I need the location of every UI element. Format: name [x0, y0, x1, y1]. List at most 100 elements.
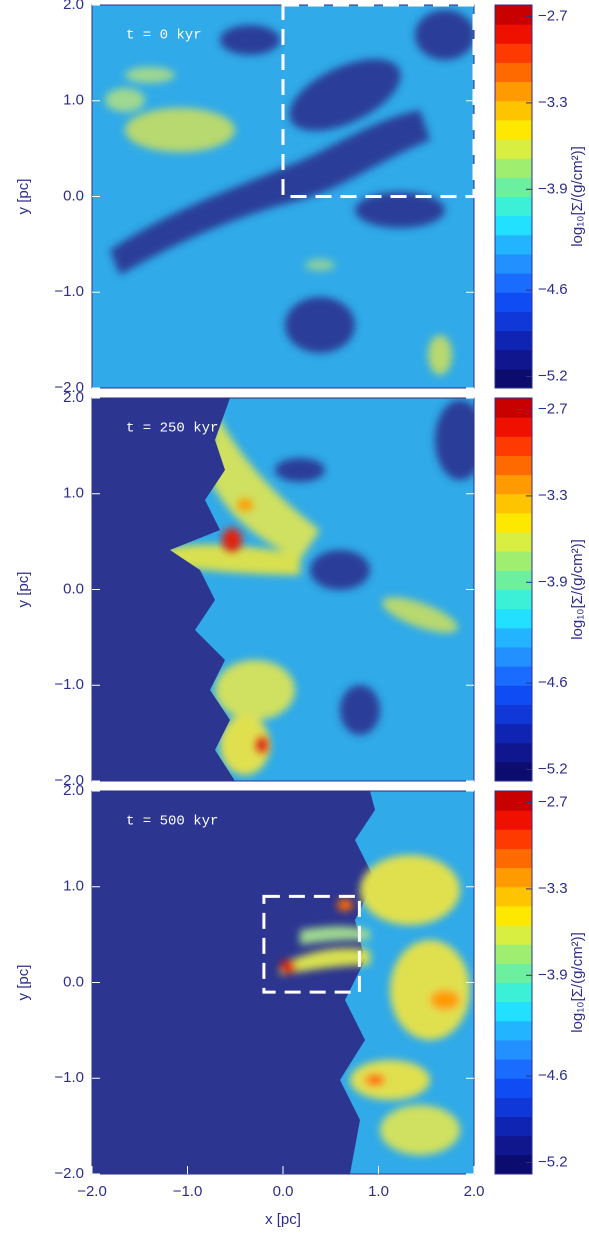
colorbar-band	[495, 253, 532, 274]
time-annotation: t = 0 kyr	[126, 28, 202, 44]
colorbar-tick-label: −4.6	[538, 674, 568, 691]
y-tick-label: 2.0	[63, 389, 84, 406]
colorbar-band	[495, 62, 532, 83]
colorbar-band	[495, 119, 532, 140]
colorbar-band	[495, 1078, 532, 1098]
colorbar-band	[495, 292, 532, 312]
colorbar-band	[495, 1154, 532, 1175]
colorbar-band	[495, 215, 532, 236]
colorbar-band	[495, 666, 532, 686]
colorbar-band	[495, 5, 532, 25]
y-tick-label: 0.0	[63, 580, 84, 597]
colorbar-band	[495, 24, 532, 44]
colorbar-band	[495, 158, 532, 178]
colorbar-band	[495, 398, 532, 418]
colorbar-band	[495, 455, 532, 476]
colorbar-band	[495, 512, 532, 533]
colorbar-band	[495, 177, 532, 197]
colorbar-band	[495, 139, 532, 159]
time-annotation: t = 500 kyr	[126, 814, 218, 830]
y-tick-label: 2.0	[63, 782, 84, 799]
y-tick-label: −1.0	[54, 676, 84, 693]
colorbar-frame	[494, 790, 533, 1175]
colorbar-band	[495, 1135, 532, 1156]
density-map	[92, 791, 474, 1174]
colorbar-band	[495, 1059, 532, 1079]
colorbar-tick-label: −3.9	[538, 966, 568, 983]
colorbar-band	[495, 1116, 532, 1137]
colorbar-band	[495, 848, 532, 869]
colorbar-tick-label: −4.6	[538, 1067, 568, 1084]
y-tick-label: 1.0	[63, 485, 84, 502]
y-axis-label: y [pc]	[15, 965, 32, 1001]
colorbar-band	[495, 944, 532, 964]
y-axis-label: y [pc]	[15, 572, 32, 608]
y-tick-label: −1.0	[54, 283, 84, 300]
x-tick-label: 2.0	[464, 1183, 485, 1200]
colorbar-band	[495, 1097, 532, 1118]
colorbar-band	[495, 570, 532, 590]
colorbar-tick-label: −2.7	[538, 7, 568, 24]
x-tick-label: −1.0	[173, 1183, 203, 1200]
colorbar-tick-label: −3.9	[538, 180, 568, 197]
y-tick-label: 1.0	[63, 92, 84, 109]
colorbar-band	[495, 43, 532, 63]
colorbar-band	[495, 81, 532, 102]
colorbar-band	[495, 417, 532, 437]
y-tick-label: −2.0	[54, 379, 84, 396]
colorbar-band	[495, 1039, 532, 1060]
y-tick-label: −1.0	[54, 1069, 84, 1086]
colorbar-frame	[494, 4, 533, 389]
colorbar-tick-label: −5.2	[538, 367, 568, 384]
colorbar-band	[495, 608, 532, 629]
colorbar-label: log₁₀[Σ/(g/cm²)]	[569, 539, 586, 640]
colorbar-band	[495, 829, 532, 849]
colorbar-tick-label: −3.3	[538, 880, 568, 897]
colorbar-band	[495, 723, 532, 744]
colorbar-band	[495, 1020, 532, 1041]
x-tick-label: 0.0	[273, 1183, 294, 1200]
y-tick-label: −2.0	[54, 772, 84, 789]
colorbar-band	[495, 273, 532, 293]
y-tick-label: 1.0	[63, 878, 84, 895]
colorbar-band	[495, 436, 532, 456]
colorbar-tick-label: −5.2	[538, 1153, 568, 1170]
colorbar-tick-label: −4.6	[538, 281, 568, 298]
colorbar-band	[495, 551, 532, 571]
colorbar-band	[495, 100, 532, 121]
colorbar-tick-label: −5.2	[538, 760, 568, 777]
colorbar-band	[495, 311, 532, 332]
colorbar-band	[495, 234, 532, 255]
colorbar-tick-label: −3.9	[538, 573, 568, 590]
colorbar-band	[495, 925, 532, 945]
colorbar-tick-label: −3.3	[538, 94, 568, 111]
y-tick-label: 0.0	[63, 973, 84, 990]
colorbar-band	[495, 704, 532, 725]
colorbar-label: log₁₀[Σ/(g/cm²)]	[569, 146, 586, 247]
y-axis-label: y [pc]	[15, 179, 32, 215]
colorbar-band	[495, 1001, 532, 1022]
colorbar-band	[495, 589, 532, 610]
colorbar-band	[495, 646, 532, 667]
dashed-box	[262, 894, 361, 994]
colorbar-band	[495, 742, 532, 763]
colorbar-band	[495, 627, 532, 648]
colorbar-tick-label: −2.7	[538, 400, 568, 417]
colorbar-band	[495, 474, 532, 495]
colorbar-band	[495, 196, 532, 217]
colorbar-band	[495, 963, 532, 983]
colorbar-tick-label: −3.3	[538, 487, 568, 504]
x-tick-label: 1.0	[368, 1183, 389, 1200]
colorbar-band	[495, 368, 532, 389]
colorbar-band	[495, 761, 532, 782]
dashed-box	[281, 3, 476, 198]
colorbar-band	[495, 791, 532, 811]
time-annotation: t = 250 kyr	[126, 421, 218, 437]
x-tick-label: −2.0	[77, 1183, 107, 1200]
colorbar-band	[495, 886, 532, 907]
colorbar-band	[495, 982, 532, 1003]
colorbar-tick-label: −2.7	[538, 793, 568, 810]
colorbar-band	[495, 532, 532, 552]
colorbar-label: log₁₀[Σ/(g/cm²)]	[569, 932, 586, 1033]
